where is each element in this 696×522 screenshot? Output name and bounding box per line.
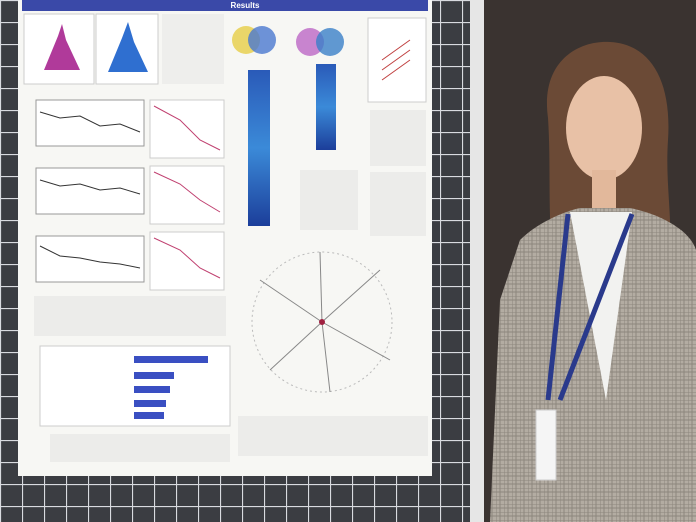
bar-shape xyxy=(134,412,164,419)
network-edges xyxy=(259,251,391,393)
heatmap xyxy=(248,70,270,226)
line-trace xyxy=(39,179,141,195)
badge xyxy=(535,409,557,481)
poster-header: Results xyxy=(231,1,260,10)
venn-circle xyxy=(316,28,344,56)
bar-shape xyxy=(134,356,208,363)
survival-plot xyxy=(149,165,225,225)
paired-plot xyxy=(367,17,427,103)
venn-circle xyxy=(248,26,276,54)
volcano-points xyxy=(44,24,80,70)
survival-plot xyxy=(149,231,225,291)
survival-plot xyxy=(149,99,225,159)
caption-block xyxy=(50,434,230,462)
caption-block xyxy=(34,296,226,336)
caption-block xyxy=(162,14,224,84)
face xyxy=(566,76,642,180)
line-plot xyxy=(35,167,145,215)
line-trace xyxy=(39,245,141,269)
heatmap xyxy=(316,64,336,150)
survival-curve xyxy=(153,171,221,213)
volcano-plot xyxy=(23,13,95,85)
line-trace xyxy=(39,111,141,133)
network-graph xyxy=(251,251,393,393)
line-plots xyxy=(35,99,225,291)
panel-edge xyxy=(470,0,484,522)
survival-curve xyxy=(153,237,221,279)
caption-block xyxy=(300,170,358,230)
lanyard xyxy=(545,213,635,401)
network-node xyxy=(319,319,325,325)
venn-circle xyxy=(296,28,324,56)
bar-shape xyxy=(134,372,174,379)
caption-block xyxy=(238,416,428,456)
references-block xyxy=(370,172,426,236)
caption-block xyxy=(370,110,426,166)
bar-shape xyxy=(134,400,166,407)
survival-curve xyxy=(153,105,221,151)
line-plot xyxy=(35,99,145,147)
line-plot xyxy=(35,235,145,283)
paired-lines xyxy=(381,39,411,81)
bar-shape xyxy=(134,386,170,393)
volcano-points xyxy=(108,22,148,72)
neck xyxy=(592,170,616,210)
poster-header-bar xyxy=(22,0,428,11)
